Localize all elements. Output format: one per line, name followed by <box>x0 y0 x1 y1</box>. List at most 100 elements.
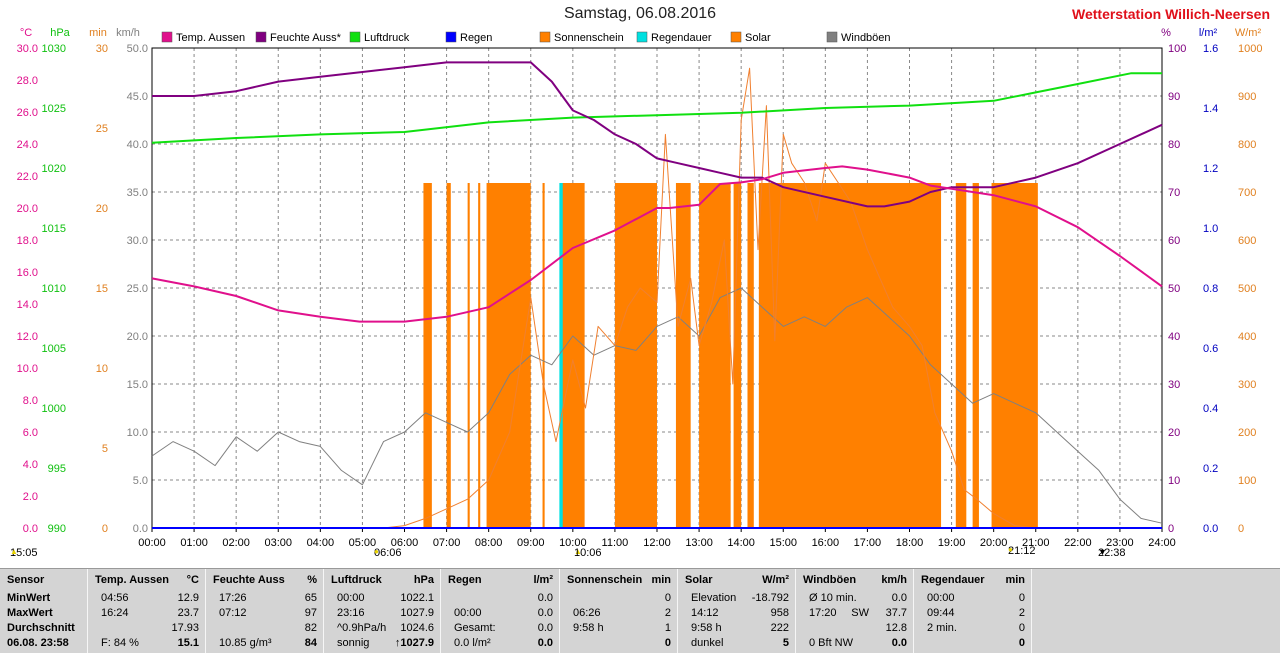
legend-label: Windböen <box>841 32 891 44</box>
stats-cell-label: 2 min. <box>927 622 957 634</box>
stats-column-unit: % <box>307 574 317 586</box>
axis-tick-label: 990 <box>48 523 66 535</box>
stats-row: 82 <box>213 622 317 636</box>
series-luftdruck <box>151 72 1162 144</box>
stats-column-header: Sensor <box>7 574 81 588</box>
x-tick-label: 05:00 <box>349 537 377 549</box>
sunshine-bar <box>972 183 979 528</box>
marker-triangle-icon: ▲ <box>10 547 18 556</box>
stats-cell-label: Elevation <box>691 592 737 604</box>
series-solar <box>383 67 1036 529</box>
stats-cell-label: 04:56 <box>101 592 129 604</box>
x-tick-label: 21:00 <box>1022 537 1050 549</box>
stats-column: Sonnenschein min 0 06:26 2 9:58 h 1 0 <box>560 569 678 653</box>
stats-cell-label: 06.08. 23:58 <box>7 637 69 649</box>
stats-column-unit: hPa <box>413 574 434 586</box>
stats-cell-value: 97 <box>304 607 317 619</box>
stats-cell-label: 14:12 <box>691 607 719 619</box>
stats-row: 0 <box>921 637 1025 651</box>
axis-tick-label: 28.0 <box>17 75 38 87</box>
stats-row: sonnig ↑1027.9 <box>331 637 434 651</box>
axis-tick-label: 22.0 <box>17 171 38 183</box>
stats-row: 16:24 23.7 <box>95 607 199 621</box>
stats-row: 00:00 1022.1 <box>331 592 434 606</box>
axis-unit: °C <box>20 27 32 39</box>
axis-tick-label: 30 <box>96 43 108 55</box>
stats-row: Elevation -18.792 <box>685 592 789 606</box>
legend-swatch <box>161 31 173 43</box>
stats-cell-value: 0.0 <box>537 637 553 649</box>
axis-tick-label: 1000 <box>42 403 66 415</box>
stats-column-unit: l/m² <box>533 574 553 586</box>
stats-row: 17:26 65 <box>213 592 317 606</box>
stats-cell-value: 65 <box>304 592 317 604</box>
stats-row: 0.0 <box>448 592 553 606</box>
axis-tick-label: 300 <box>1238 379 1256 391</box>
stats-row: 17.93 <box>95 622 199 636</box>
stats-cell-value: 0.0 <box>537 622 553 634</box>
stats-cell-value: 12.8 <box>885 622 907 634</box>
stats-column-unit: W/m² <box>762 574 789 586</box>
x-tick-label: 14:00 <box>727 537 755 549</box>
axis-tick-label: 0.2 <box>1203 463 1218 475</box>
axis-tick-label: 0.8 <box>1203 283 1218 295</box>
stats-cell-value: 0 <box>1018 637 1025 649</box>
stats-column-header: Solar W/m² <box>685 574 789 588</box>
stats-column-title: Luftdruck <box>331 574 382 586</box>
sunshine-bar <box>467 183 470 528</box>
chart-title: Samstag, 06.08.2016 <box>563 5 717 22</box>
weather-chart: 00:00 01:00 02:00 03:00 04:00 05:00 06:00 07:00… <box>17 27 1263 549</box>
stats-cell-value: 5 <box>782 637 789 649</box>
stats-cell-label: 00:00 <box>927 592 955 604</box>
stats-column: Solar W/m² Elevation -18.792 14:12 958 9:58 h 2… <box>678 569 796 653</box>
stats-cell-label: 17:20 <box>809 607 837 619</box>
axis-tick-label: 50 <box>1168 283 1180 295</box>
x-tick-label: 11:00 <box>602 537 629 549</box>
axis-tick-label: 6.0 <box>23 427 38 439</box>
axis-tick-label: 18.0 <box>17 235 38 247</box>
stats-column-title: Sonnenschein <box>567 574 643 586</box>
stats-row: Ø 10 min. 0.0 <box>803 592 907 606</box>
axis-tick-label: 90 <box>1168 91 1180 103</box>
legend-label: Solar <box>745 32 771 44</box>
stats-row: 9:58 h 222 <box>685 622 789 636</box>
stats-column-unit: min <box>1005 574 1025 586</box>
stats-cell-label: 9:58 h <box>573 622 604 634</box>
station-name: Wetterstation Willich-Neersen <box>1072 6 1270 22</box>
x-tick-label: 07:00 <box>433 537 461 549</box>
stats-cell-extra: SW <box>851 607 869 619</box>
sunshine-bar <box>747 183 754 528</box>
x-tick-label: 03:00 <box>264 537 292 549</box>
stats-table: Sensor MinWert MaxWert Durchschnitt 06.08. 2… <box>0 568 1280 653</box>
x-tick-label: 23:00 <box>1106 537 1134 549</box>
stats-row: Durchschnitt <box>7 622 81 636</box>
axis-tick-label: 60 <box>1168 235 1180 247</box>
x-tick-label: 16:00 <box>812 537 840 549</box>
stats-column-title: Feuchte Auss <box>213 574 285 586</box>
stats-cell-value: -18.792 <box>751 592 789 604</box>
stats-cell-label: dunkel <box>691 637 724 649</box>
axis-tick-label: 26.0 <box>17 107 38 119</box>
stats-column: Luftdruck hPa 00:00 1022.1 23:16 1027.9 ^0.9hP… <box>324 569 441 653</box>
stats-cell-value: 0.0 <box>537 592 553 604</box>
axis-tick-label: 0.4 <box>1203 403 1218 415</box>
axis-tick-label: 1.0 <box>1203 223 1218 235</box>
axis-unit: l/m² <box>1199 27 1218 39</box>
axis-unit: hPa <box>50 27 70 39</box>
legend-label: Luftdruck <box>364 32 410 44</box>
axis-tick-label: 20.0 <box>17 203 38 215</box>
axis-tick-label: 45.0 <box>127 91 148 103</box>
stats-cell-value: 23.7 <box>177 607 199 619</box>
sunshine-bar <box>955 183 967 528</box>
stats-column: Temp. Aussen °C 04:56 12.9 16:24 23.7 17.93 F: … <box>88 569 206 653</box>
axis-tick-label: 1020 <box>42 163 66 175</box>
regendauer-bar <box>559 183 563 528</box>
legend-label: Temp. Aussen <box>176 32 245 44</box>
stats-cell-value: ↑1027.9 <box>394 637 434 649</box>
axis-tick-label: 30.0 <box>17 43 38 55</box>
stats-cell-value: 0.0 <box>891 637 907 649</box>
sunshine-bar <box>561 183 585 528</box>
stats-cell-value: 15.1 <box>177 637 199 649</box>
stats-column: Regendauer min 00:00 0 09:44 2 2 min. 0 0 <box>914 569 1032 653</box>
stats-row: 23:16 1027.9 <box>331 607 434 621</box>
